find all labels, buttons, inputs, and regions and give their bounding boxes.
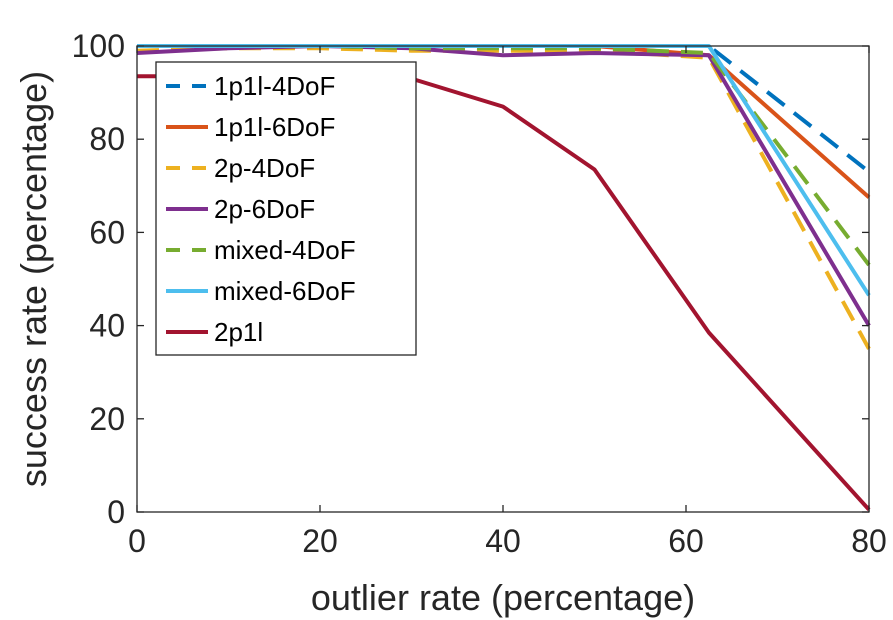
legend-label: mixed-4DoF: [214, 235, 356, 265]
y-tick-label: 20: [89, 401, 125, 437]
legend-label: 1p1l-6DoF: [214, 112, 335, 142]
y-tick-label: 0: [107, 494, 125, 530]
x-tick-label: 60: [668, 523, 704, 559]
x-tick-label: 0: [128, 523, 146, 559]
y-tick-label: 40: [89, 308, 125, 344]
y-tick-label: 80: [89, 121, 125, 157]
legend: 1p1l-4DoF 1p1l-6DoF 2p-4DoF 2p-6DoF mixed-4D…: [155, 61, 417, 356]
legend-label: 2p1l: [214, 317, 263, 347]
x-axis-label: outlier rate (percentage): [311, 577, 695, 618]
x-tick-label: 20: [302, 523, 338, 559]
ticks-layer: 0 20 40 60 80 0 20 40 60 80 100: [72, 28, 887, 559]
legend-label: 2p-4DoF: [214, 153, 315, 183]
legend-label: 2p-6DoF: [214, 194, 315, 224]
x-tick-label: 80: [851, 523, 887, 559]
y-tick-label: 100: [72, 28, 125, 64]
y-axis-label: success rate (percentage): [13, 71, 54, 487]
legend-label: 1p1l-4DoF: [214, 71, 335, 101]
legend-items: 1p1l-4DoF 1p1l-6DoF 2p-4DoF 2p-6DoF mixed-4D…: [166, 71, 356, 347]
x-tick-label: 40: [485, 523, 521, 559]
y-tick-label: 60: [89, 214, 125, 250]
legend-label: mixed-6DoF: [214, 276, 356, 306]
